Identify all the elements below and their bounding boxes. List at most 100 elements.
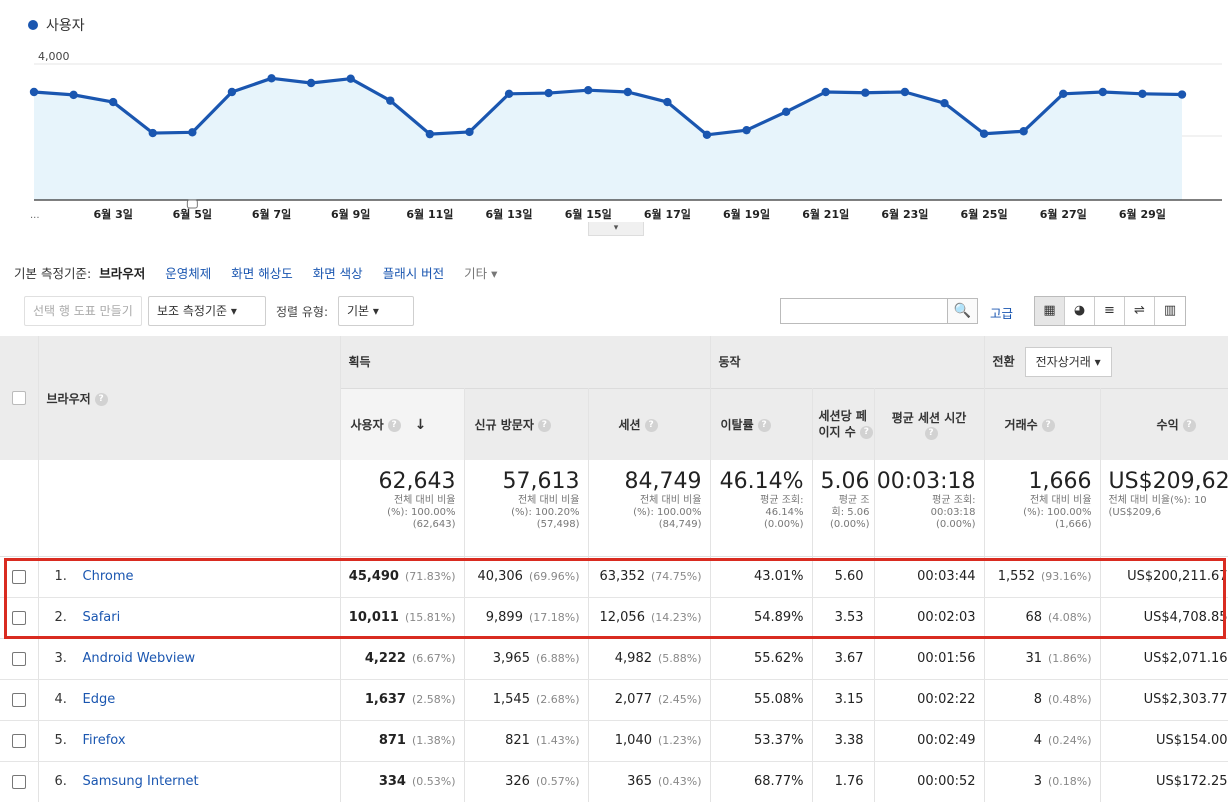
sort-type-dropdown[interactable]: 기본 ▾ xyxy=(338,296,414,326)
select-all-checkbox[interactable] xyxy=(12,391,26,406)
transactions-percent: (0.18%) xyxy=(1048,775,1092,788)
new-users-value: 821 xyxy=(505,733,530,748)
pages-per-session-value: 3.67 xyxy=(812,638,875,680)
total-new-users: 57,613 전체 대비 비율 (%): 100.20% (57,498) xyxy=(464,460,589,557)
data-point xyxy=(465,127,474,137)
col-header-users[interactable]: 사용자? ↓ xyxy=(340,387,465,460)
revenue-value: US$4,708.85 xyxy=(1100,597,1228,639)
help-icon[interactable]: ? xyxy=(387,418,401,432)
data-point xyxy=(584,86,593,95)
col-header-bounce-rate[interactable]: 이탈률? xyxy=(710,387,813,460)
sessions-value: 1,040 xyxy=(614,733,652,748)
pages-per-session-value: 3.38 xyxy=(812,720,875,762)
dimension-tab-screen-colors[interactable]: 화면 색상 xyxy=(312,266,363,281)
help-icon[interactable]: ? xyxy=(1182,418,1196,432)
avg-session-duration-value: 00:03:44 xyxy=(874,556,985,598)
dimension-tab-screen-resolution[interactable]: 화면 해상도 xyxy=(231,266,293,281)
group-behavior: 동작 xyxy=(710,336,985,388)
data-point xyxy=(148,128,157,138)
help-icon[interactable]: ? xyxy=(94,392,108,406)
data-point xyxy=(1098,87,1108,97)
row-rank: 5. xyxy=(54,733,67,748)
help-icon[interactable]: ? xyxy=(757,418,771,432)
pivot-view-icon[interactable]: ▥ xyxy=(1155,297,1185,325)
performance-view-icon[interactable]: ≡ xyxy=(1095,297,1125,325)
advanced-filter-link[interactable]: 고급 xyxy=(990,306,1014,321)
table-search-input[interactable] xyxy=(780,298,948,324)
browser-link[interactable]: Safari xyxy=(82,610,121,625)
data-point xyxy=(663,97,672,107)
data-point xyxy=(821,87,830,97)
plot-rows-button[interactable]: 선택 행 도표 만들기 xyxy=(24,296,142,326)
x-tick-label: 6월 21일 xyxy=(802,207,849,221)
col-header-pages-per-session[interactable]: 세션당 페이지 수? xyxy=(812,387,875,460)
col-header-revenue[interactable]: 수익? xyxy=(1100,387,1228,460)
sessions-percent: (0.43%) xyxy=(657,775,702,788)
transactions-percent: (4.08%) xyxy=(1048,611,1092,624)
x-tick-label: 6월 23일 xyxy=(881,207,928,221)
search-icon[interactable]: 🔍 xyxy=(948,298,978,324)
avg-session-duration-value: 00:02:49 xyxy=(874,720,985,762)
browser-link[interactable]: Android Webview xyxy=(82,651,196,666)
transactions-value: 1,552 xyxy=(997,569,1035,584)
browser-column-header[interactable]: 브라우저? xyxy=(38,336,341,460)
col-header-avg-session-duration[interactable]: 평균 세션 시간? xyxy=(874,387,985,460)
total-sessions: 84,749 전체 대비 비율 (%): 100.00% (84,749) xyxy=(588,460,711,557)
dimension-tab-other[interactable]: 기타 ▾ xyxy=(464,266,498,281)
pie-view-icon[interactable]: ◕ xyxy=(1065,297,1095,325)
col-header-new-users[interactable]: 신규 방문자? xyxy=(464,387,589,460)
row-checkbox[interactable] xyxy=(11,610,26,625)
browser-link[interactable]: Firefox xyxy=(82,733,126,748)
sessions-value: 12,056 xyxy=(599,610,645,625)
users-value: 45,490 xyxy=(348,569,399,584)
browser-link[interactable]: Chrome xyxy=(82,569,134,584)
dimension-tab-os[interactable]: 운영체제 xyxy=(165,266,212,281)
revenue-value: US$2,071.16 xyxy=(1100,638,1228,680)
conversion-goal-dropdown[interactable]: 전자상거래 ▾ xyxy=(1024,346,1112,377)
users-percent: (15.81%) xyxy=(404,611,456,624)
dimension-tab-flash-version[interactable]: 플래시 버전 xyxy=(382,266,445,281)
users-value: 1,637 xyxy=(364,692,406,707)
help-icon[interactable]: ? xyxy=(859,426,873,440)
users-value: 4,222 xyxy=(364,651,406,666)
secondary-dimension-dropdown[interactable]: 보조 측정기준 ▾ xyxy=(148,296,266,326)
dimension-tab-browser[interactable]: 브라우저 xyxy=(99,266,146,281)
new-users-percent: (17.18%) xyxy=(528,611,580,624)
row-checkbox[interactable] xyxy=(11,774,26,789)
select-all-cell xyxy=(0,336,39,460)
row-checkbox[interactable] xyxy=(11,651,26,666)
help-icon[interactable]: ? xyxy=(924,426,938,440)
users-value: 871 xyxy=(378,733,406,748)
transactions-value: 31 xyxy=(1025,651,1042,666)
table-view-icon[interactable]: ▦ xyxy=(1035,297,1065,325)
avg-session-duration-value: 00:00:52 xyxy=(874,761,985,802)
col-header-transactions[interactable]: 거래수? xyxy=(984,387,1101,460)
new-users-value: 9,899 xyxy=(485,610,523,625)
new-users-percent: (1.43%) xyxy=(535,734,580,747)
collapse-chart-button[interactable]: ▾ xyxy=(588,222,644,236)
new-users-value: 326 xyxy=(505,774,530,789)
row-checkbox[interactable] xyxy=(11,569,26,584)
new-users-percent: (6.88%) xyxy=(535,652,580,665)
sessions-value: 63,352 xyxy=(599,569,645,584)
pages-per-session-value: 3.15 xyxy=(812,679,875,721)
browser-link[interactable]: Edge xyxy=(82,692,116,707)
help-icon[interactable]: ? xyxy=(644,418,658,432)
browser-link[interactable]: Samsung Internet xyxy=(82,774,199,789)
help-icon[interactable]: ? xyxy=(537,418,551,432)
comparison-view-icon[interactable]: ⇌ xyxy=(1125,297,1155,325)
row-checkbox[interactable] xyxy=(11,733,26,748)
row-checkbox[interactable] xyxy=(11,692,26,707)
total-revenue: US$209,621전체 대비 비율(%): 10 (US$209,6 xyxy=(1100,460,1228,557)
help-icon[interactable]: ? xyxy=(1041,418,1055,432)
table-row: 1. Chrome 45,490 (71.83%) 40,306 (69.96%) 6… xyxy=(0,556,1228,598)
transactions-value: 4 xyxy=(1033,733,1042,748)
x-tick-label: 6월 19일 xyxy=(723,207,770,221)
data-point xyxy=(306,78,316,88)
data-point xyxy=(108,97,118,107)
data-point xyxy=(544,88,553,98)
table-row: 5. Firefox 871 (1.38%) 821 (1.43%) 1,040 (1.… xyxy=(0,720,1228,762)
col-header-sessions[interactable]: 세션? xyxy=(588,387,711,460)
users-percent: (6.67%) xyxy=(411,652,456,665)
